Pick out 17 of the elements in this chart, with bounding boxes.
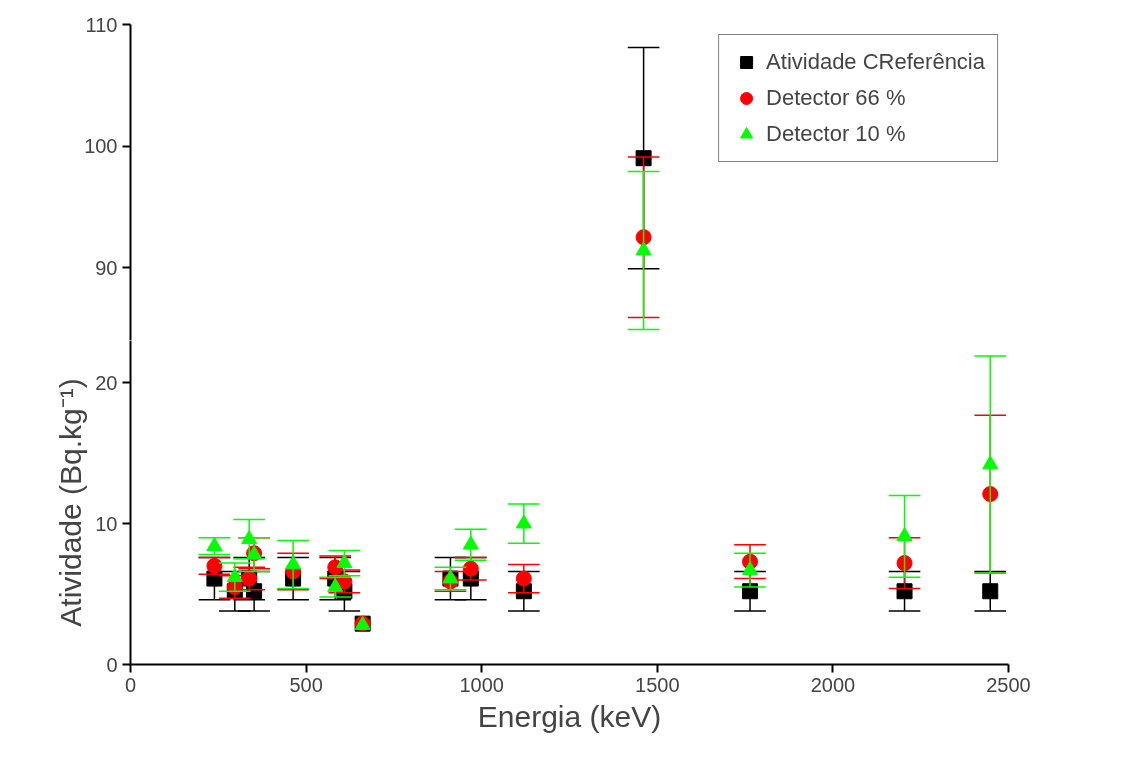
- y-axis-title: Atividade (Bq.kg⁻¹): [54, 378, 88, 627]
- legend-label: Detector 66 %: [766, 85, 906, 111]
- x-tick-label: 1500: [635, 673, 680, 696]
- y-tick-label: 100: [84, 135, 118, 158]
- x-tick-label: 2000: [810, 673, 856, 696]
- legend-label: Atividade CReferência: [766, 49, 985, 75]
- x-axis-title: Energia (keV): [477, 699, 662, 733]
- y-tick-label: 110: [85, 13, 118, 36]
- x-tick-label: 2500: [986, 673, 1031, 696]
- x-tick-label: 0: [124, 673, 137, 696]
- y-tick-label: 90: [95, 256, 118, 279]
- y-tick-label: 10: [95, 512, 118, 535]
- x-tick-label: 1000: [459, 673, 504, 696]
- y-tick-label: 20: [95, 371, 118, 394]
- x-tick-label: 500: [289, 673, 323, 696]
- y-tick-label: 0: [106, 653, 118, 676]
- legend-label: Detector 10 %: [766, 121, 906, 147]
